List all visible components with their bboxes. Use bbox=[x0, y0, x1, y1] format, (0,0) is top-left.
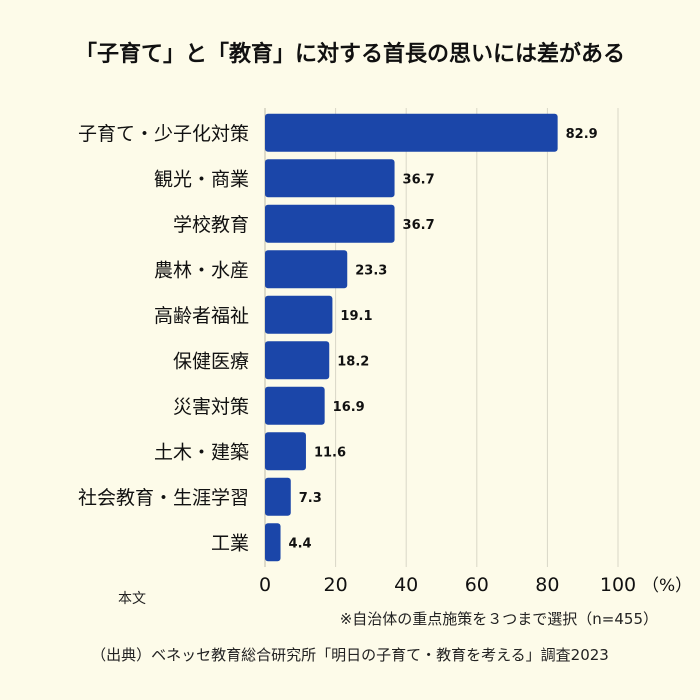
category-label-4: 高齢者福祉 bbox=[154, 305, 249, 327]
value-label-8: 7.3 bbox=[299, 491, 322, 506]
value-label-7: 11.6 bbox=[314, 445, 346, 460]
category-label-9: 工業 bbox=[211, 532, 249, 554]
source-note: （出典）ベネッセ教育総合研究所「明日の子育て・教育を考える」調査2023 bbox=[91, 646, 609, 664]
bar-4 bbox=[265, 295, 333, 334]
category-label-2: 学校教育 bbox=[173, 214, 249, 236]
x-tick-label-3: 60 bbox=[465, 574, 489, 596]
value-label-3: 23.3 bbox=[355, 263, 387, 278]
bar-6 bbox=[265, 386, 325, 425]
x-tick-label-5: 100 bbox=[600, 574, 636, 596]
x-tick-label-0: 0 bbox=[259, 574, 271, 596]
category-label-3: 農林・水産 bbox=[154, 259, 249, 281]
bar-0 bbox=[265, 113, 558, 152]
value-label-2: 36.7 bbox=[403, 218, 435, 233]
category-label-1: 観光・商業 bbox=[154, 168, 249, 190]
bar-3 bbox=[265, 250, 348, 289]
bar-5 bbox=[265, 341, 330, 380]
category-label-6: 災害対策 bbox=[173, 396, 249, 418]
value-label-5: 18.2 bbox=[337, 354, 369, 369]
bar-7 bbox=[265, 432, 306, 471]
bar-9 bbox=[265, 523, 281, 562]
bar-1 bbox=[265, 159, 395, 198]
x-tick-label-1: 20 bbox=[324, 574, 348, 596]
footnote: ※自治体の重点施策を３つまで選択（n=455） bbox=[339, 610, 658, 628]
value-label-6: 16.9 bbox=[333, 400, 365, 415]
x-unit-label: （%） bbox=[642, 576, 692, 596]
value-label-4: 19.1 bbox=[340, 309, 372, 324]
x-tick-label-2: 40 bbox=[394, 574, 418, 596]
value-label-1: 36.7 bbox=[403, 172, 435, 187]
bar-8 bbox=[265, 477, 291, 516]
category-label-7: 土木・建築 bbox=[154, 441, 249, 463]
x-tick-label-4: 80 bbox=[535, 574, 559, 596]
chart-title: 「子育て」と「教育」に対する首長の思いには差がある bbox=[74, 42, 625, 67]
bar-2 bbox=[265, 204, 395, 243]
category-label-5: 保健医療 bbox=[173, 350, 249, 372]
value-label-9: 4.4 bbox=[289, 536, 312, 551]
category-label-8: 社会教育・生涯学習 bbox=[78, 487, 249, 509]
category-label-0: 子育て・少子化対策 bbox=[78, 123, 249, 145]
side-note: 本文 bbox=[118, 591, 146, 607]
value-label-0: 82.9 bbox=[566, 127, 598, 142]
